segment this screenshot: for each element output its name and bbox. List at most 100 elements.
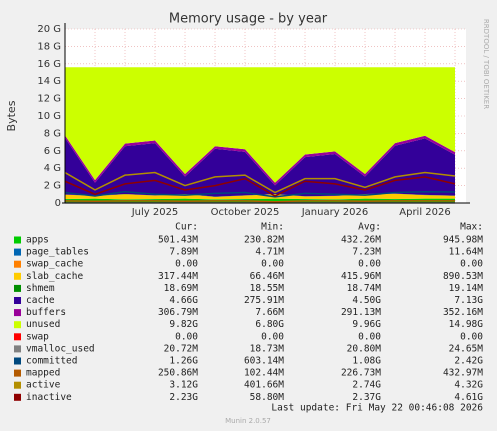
legend-stat: 58.80M bbox=[250, 392, 285, 403]
y-tick-label: 14 G bbox=[37, 76, 61, 87]
legend-stat: 415.96M bbox=[341, 271, 381, 282]
legend-stat: 7.66M bbox=[255, 307, 284, 318]
legend-label: vmalloc_used bbox=[26, 343, 95, 354]
legend-swatch bbox=[14, 345, 21, 353]
legend-stat: 291.13M bbox=[341, 307, 381, 318]
legend-swatch bbox=[14, 393, 21, 401]
legend-stat: 1.26G bbox=[169, 356, 198, 367]
x-tick-label: April 2026 bbox=[399, 207, 450, 218]
legend-label: apps bbox=[26, 235, 49, 246]
legend-stat: 20.72M bbox=[164, 343, 199, 354]
legend-stat: 501.43M bbox=[158, 235, 198, 246]
legend-stat: 226.73M bbox=[341, 368, 381, 379]
legend-stat: 0.00 bbox=[460, 331, 483, 342]
legend-stat: 7.89M bbox=[169, 247, 198, 258]
legend-swatch bbox=[14, 381, 21, 389]
legend-stat: 2.37G bbox=[352, 392, 381, 403]
legend-stat: 945.98M bbox=[443, 235, 483, 246]
legend-stat: 18.73M bbox=[250, 343, 285, 354]
legend-header: Max: bbox=[460, 222, 483, 233]
y-tick-label: 4 G bbox=[44, 163, 61, 174]
legend-stat: 3.12G bbox=[169, 380, 198, 391]
legend-stat: 230.82M bbox=[244, 235, 284, 246]
line bbox=[64, 176, 456, 197]
y-tick-label: 0 bbox=[55, 198, 61, 209]
legend-stat: 352.16M bbox=[443, 307, 483, 318]
legend-swatch bbox=[14, 321, 21, 329]
legend-swatch bbox=[14, 333, 21, 341]
x-tick-label: January 2026 bbox=[301, 207, 369, 218]
last-update: Last update: Fri May 22 00:46:08 2026 bbox=[271, 403, 483, 414]
area bbox=[65, 67, 455, 183]
legend-stat: 14.98G bbox=[449, 319, 484, 330]
legend-swatch bbox=[14, 357, 21, 365]
y-axis-label: Bytes bbox=[5, 100, 18, 131]
legend-stat: 4.61G bbox=[454, 392, 483, 403]
legend-label: unused bbox=[26, 319, 60, 330]
legend-stat: 102.44M bbox=[244, 368, 284, 379]
legend-stat: 6.80G bbox=[255, 319, 284, 330]
legend-swatch bbox=[14, 272, 21, 280]
y-tick-label: 6 G bbox=[44, 146, 61, 157]
legend-stat: 4.50G bbox=[352, 295, 381, 306]
legend-stat: 0.00 bbox=[261, 259, 284, 270]
x-tick-label: July 2025 bbox=[131, 207, 179, 218]
legend-label: swap bbox=[26, 331, 49, 342]
legend-stat: 603.14M bbox=[244, 356, 284, 367]
line bbox=[64, 190, 456, 198]
legend-stat: 19.14M bbox=[449, 283, 484, 294]
legend-stat: 2.74G bbox=[352, 380, 381, 391]
legend-stat: 0.00 bbox=[460, 259, 483, 270]
area bbox=[65, 135, 455, 186]
legend-swatch bbox=[14, 284, 21, 292]
legend-stat: 18.69M bbox=[164, 283, 199, 294]
legend-stat: 317.44M bbox=[158, 271, 198, 282]
legend-stat: 7.13G bbox=[454, 295, 483, 306]
legend-label: buffers bbox=[26, 307, 66, 318]
legend-header: Min: bbox=[261, 222, 284, 233]
legend-stat: 9.82G bbox=[169, 319, 198, 330]
legend-stat: 1.08G bbox=[352, 356, 381, 367]
legend-label: page_tables bbox=[26, 247, 89, 258]
legend-label: swap_cache bbox=[26, 259, 83, 270]
legend-stat: 11.64M bbox=[449, 247, 484, 258]
legend-stat: 275.91M bbox=[244, 295, 284, 306]
legend-stat: 7.23M bbox=[352, 247, 381, 258]
legend-label: cache bbox=[26, 295, 55, 306]
legend-label: inactive bbox=[26, 392, 72, 403]
legend-stat: 0.00 bbox=[358, 331, 381, 342]
y-tick-label: 12 G bbox=[37, 94, 61, 105]
side-text: RRDTOOL / TOBI OETIKER bbox=[482, 19, 490, 109]
legend-label: committed bbox=[26, 356, 77, 367]
line bbox=[64, 171, 456, 194]
line bbox=[64, 200, 455, 203]
legend-stat: 401.66M bbox=[244, 380, 284, 391]
legend-stat: 432.26M bbox=[341, 235, 381, 246]
legend-stat: 66.46M bbox=[250, 271, 285, 282]
legend-stat: 4.32G bbox=[454, 380, 483, 391]
legend-swatch bbox=[14, 236, 21, 244]
y-tick-label: 8 G bbox=[44, 128, 61, 139]
legend-stat: 0.00 bbox=[175, 331, 198, 342]
legend-stat: 0.00 bbox=[175, 259, 198, 270]
legend-label: shmem bbox=[26, 283, 55, 294]
legend-stat: 890.53M bbox=[443, 271, 483, 282]
x-tick-label: October 2025 bbox=[211, 207, 280, 218]
legend-stat: 250.86M bbox=[158, 368, 198, 379]
legend-stat: 2.42G bbox=[454, 356, 483, 367]
area bbox=[65, 198, 455, 200]
chart-title: Memory usage - by year bbox=[169, 12, 328, 27]
legend-label: active bbox=[26, 380, 61, 391]
legend-label: mapped bbox=[26, 368, 60, 379]
legend-stat: 9.96G bbox=[352, 319, 381, 330]
legend-stat: 18.55M bbox=[250, 283, 285, 294]
legend-header: Cur: bbox=[175, 222, 198, 233]
area bbox=[65, 137, 455, 197]
legend-stat: 2.23G bbox=[169, 392, 198, 403]
y-tick-label: 10 G bbox=[37, 111, 61, 122]
y-tick-label: 18 G bbox=[37, 41, 61, 52]
legend-stat: 18.74M bbox=[347, 283, 382, 294]
legend-stat: 306.79M bbox=[158, 307, 198, 318]
